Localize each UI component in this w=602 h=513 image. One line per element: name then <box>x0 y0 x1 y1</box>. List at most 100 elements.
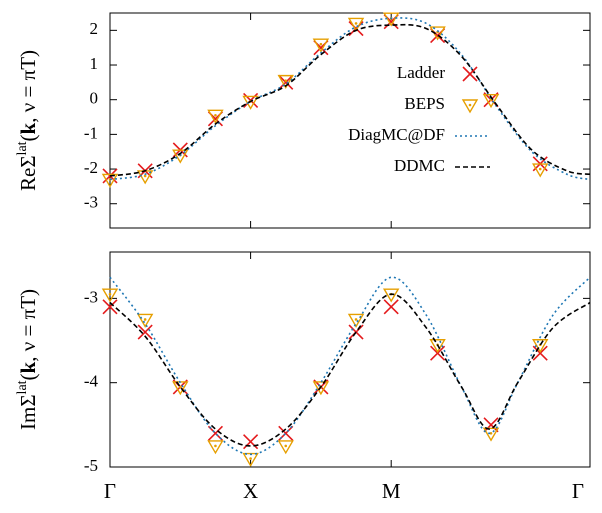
y-axis-label: ReΣlat(k, ν = πT) <box>15 50 40 191</box>
marker-stroke <box>284 444 288 448</box>
marker-stroke <box>430 345 446 361</box>
marker-stroke <box>482 427 500 442</box>
marker-stroke <box>102 299 118 315</box>
marker-stroke <box>312 381 330 396</box>
marker <box>532 163 549 178</box>
marker-stroke <box>348 21 364 37</box>
series-line <box>109 17 591 181</box>
marker <box>101 288 119 303</box>
legend-label: BEPS <box>404 94 445 113</box>
marker-stroke <box>207 440 224 455</box>
marker-stroke <box>143 174 147 178</box>
marker <box>243 434 259 450</box>
y-tick-label: 1 <box>90 54 99 73</box>
marker-stroke <box>319 42 323 46</box>
marker-stroke <box>243 434 259 450</box>
y-axis-label-part: lat <box>15 141 30 155</box>
plot-frame <box>109 12 591 229</box>
series-line <box>109 23 591 177</box>
series-line <box>109 293 591 447</box>
y-tick-label: -4 <box>84 372 99 391</box>
marker-stroke <box>347 313 365 328</box>
marker-stroke <box>172 149 189 164</box>
marker <box>347 313 365 328</box>
marker-stroke <box>108 292 112 296</box>
marker <box>347 17 365 32</box>
marker-stroke <box>178 385 182 389</box>
x-tick-label: X <box>243 479 258 503</box>
y-tick-label: -2 <box>84 158 98 177</box>
marker-stroke <box>462 66 478 82</box>
series-line <box>109 276 591 456</box>
marker-stroke <box>214 444 217 448</box>
x-tick-label: M <box>382 479 401 503</box>
y-tick-label: 2 <box>90 19 99 38</box>
legend-label: DiagMC@DF <box>348 125 445 144</box>
marker-stroke <box>383 299 399 315</box>
marker-stroke <box>207 425 224 441</box>
marker-stroke <box>101 288 119 303</box>
y-axis-label-part: ( <box>16 134 40 141</box>
marker <box>430 345 446 361</box>
y-tick-label: 0 <box>90 89 99 108</box>
y-axis-label-part: k <box>16 361 40 373</box>
marker-stroke <box>382 12 400 27</box>
y-axis-label-part: , ν = πT) <box>16 50 40 123</box>
marker <box>102 299 118 315</box>
marker-stroke <box>143 318 147 321</box>
marker-stroke <box>532 345 548 361</box>
y-tick-label: -1 <box>84 123 98 142</box>
y-axis-label-part: lat <box>15 380 30 394</box>
marker-stroke <box>538 167 542 171</box>
marker-stroke <box>312 38 330 53</box>
marker-stroke <box>347 17 365 32</box>
marker <box>462 66 478 82</box>
marker <box>312 38 330 53</box>
marker <box>207 440 224 455</box>
y-tick-label: -3 <box>84 193 98 212</box>
marker <box>429 26 446 41</box>
y-tick-label: -5 <box>84 456 98 475</box>
y-axis-label-part: ( <box>16 373 40 380</box>
marker <box>461 99 479 114</box>
marker-stroke <box>429 339 446 354</box>
marker-stroke <box>207 109 224 124</box>
y-axis-label-part: k <box>16 122 40 134</box>
marker-stroke <box>482 93 500 109</box>
marker-stroke <box>354 22 358 25</box>
marker-stroke <box>468 103 472 107</box>
marker <box>348 21 364 37</box>
marker <box>277 74 294 90</box>
marker-stroke <box>277 74 294 90</box>
marker-stroke <box>284 79 288 82</box>
marker <box>532 345 548 361</box>
marker <box>483 417 499 433</box>
y-axis-label-part: ImΣ <box>16 394 40 430</box>
y-axis-label-part: ReΣ <box>16 155 40 191</box>
marker <box>383 299 399 315</box>
marker-stroke <box>461 99 479 114</box>
marker-stroke <box>101 173 119 188</box>
y-tick-label: -3 <box>84 287 98 306</box>
x-tick-label: Γ <box>104 479 116 503</box>
plot-frame <box>109 251 591 468</box>
marker-stroke <box>277 440 294 455</box>
legend-label: DDMC <box>394 156 445 175</box>
marker-stroke <box>354 318 358 321</box>
marker-stroke <box>214 113 217 117</box>
legend-label: Ladder <box>397 63 445 82</box>
marker-stroke <box>136 313 154 328</box>
marker-stroke <box>137 324 153 340</box>
marker-stroke <box>532 163 549 178</box>
marker-stroke <box>242 95 259 110</box>
marker-stroke <box>249 457 252 460</box>
marker <box>137 324 153 340</box>
marker <box>136 313 154 328</box>
y-axis-label-part: , ν = πT) <box>16 289 40 362</box>
marker <box>207 109 224 124</box>
marker <box>277 440 294 455</box>
marker <box>278 74 294 90</box>
x-tick-label: Γ <box>572 479 584 503</box>
marker-stroke <box>278 74 294 90</box>
